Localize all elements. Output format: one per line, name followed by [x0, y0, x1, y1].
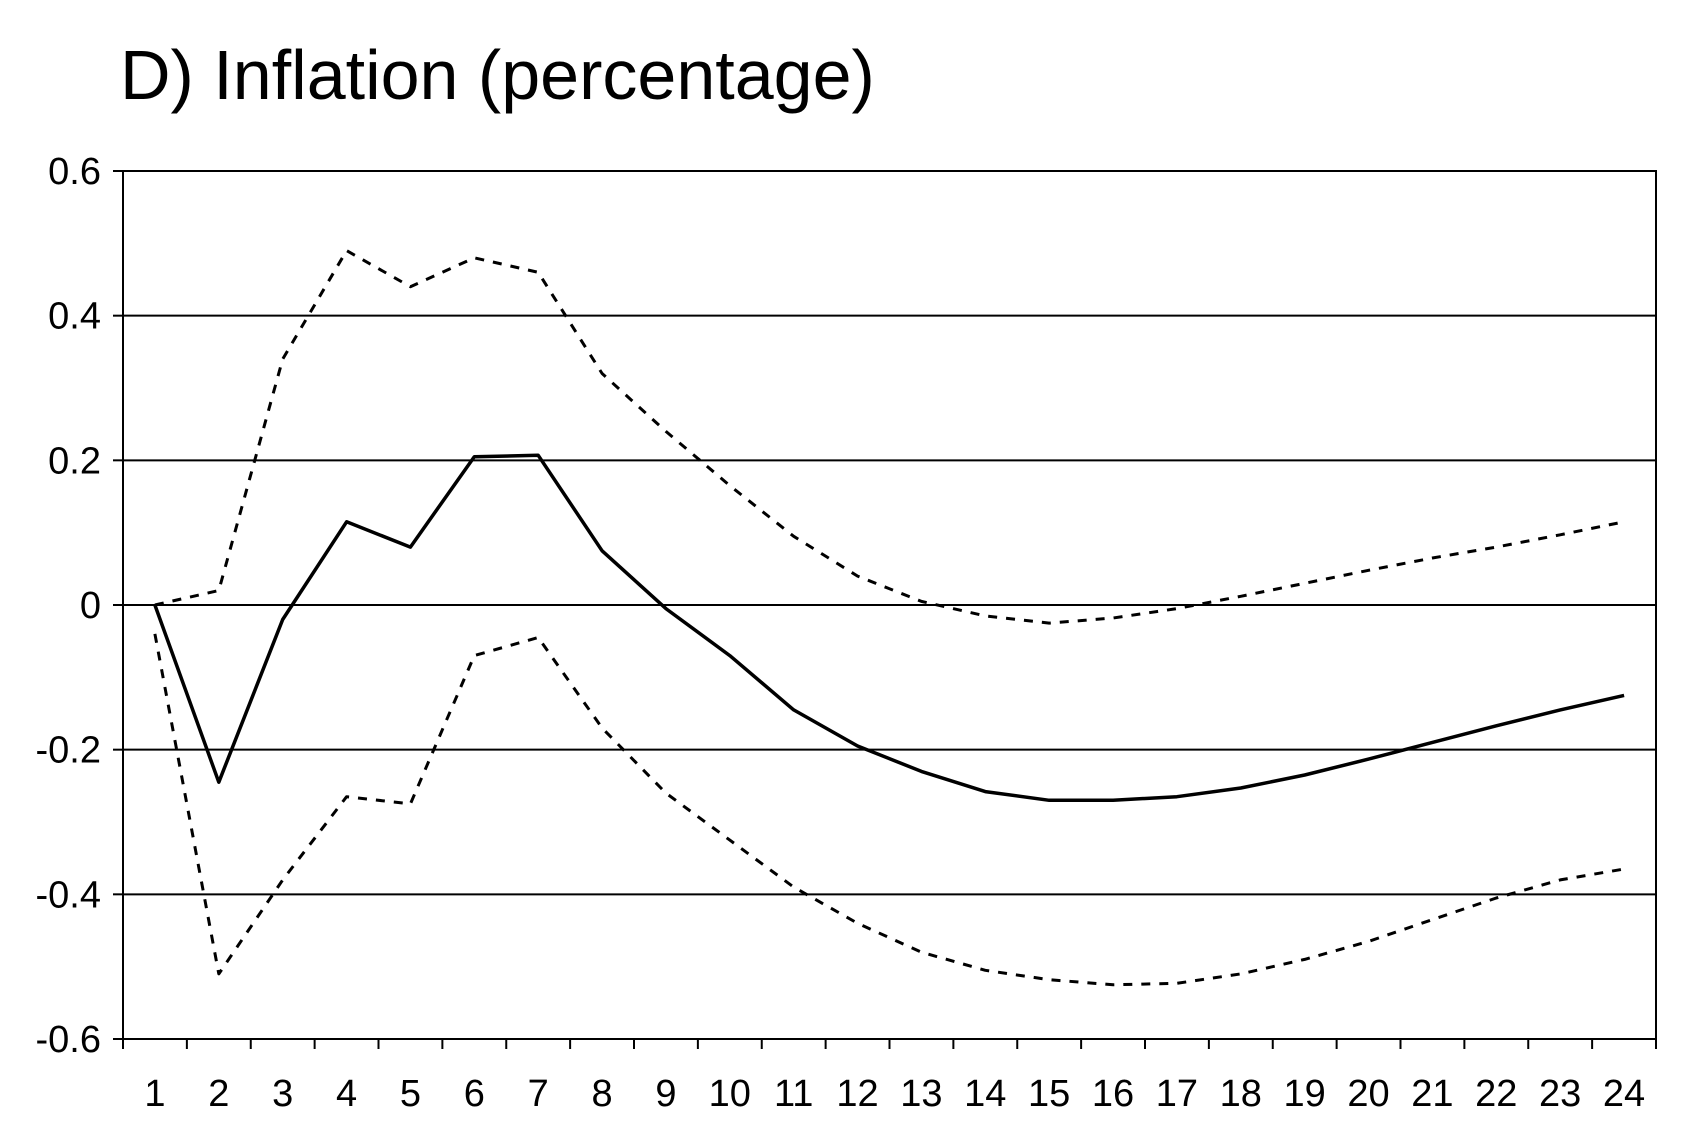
x-tick-label-12: 13 [900, 1073, 942, 1115]
x-tick-label-3: 4 [336, 1073, 357, 1115]
y-tick-label-3: 0 [80, 585, 101, 627]
series-line-0 [153, 453, 1625, 803]
y-tick-label-2: -0.2 [36, 730, 101, 772]
x-tick-label-19: 20 [1347, 1073, 1389, 1115]
y-tick-label-1: -0.4 [36, 874, 101, 916]
x-tick-label-23: 24 [1603, 1073, 1645, 1115]
x-tick-label-2: 3 [272, 1073, 293, 1115]
x-tick-label-11: 12 [836, 1073, 878, 1115]
series-line-2 [153, 633, 1625, 987]
y-tick-label-0: -0.6 [36, 1019, 101, 1061]
x-tick-label-17: 18 [1220, 1073, 1262, 1115]
x-tick-label-6: 7 [528, 1073, 549, 1115]
series-line-1 [154, 249, 1625, 625]
x-tick-label-10: 11 [774, 1073, 813, 1115]
y-tick-label-5: 0.4 [48, 296, 101, 338]
x-tick-label-18: 19 [1284, 1073, 1326, 1115]
x-tick-label-13: 14 [964, 1073, 1006, 1115]
x-tick-label-1: 2 [208, 1073, 229, 1115]
x-tick-label-20: 21 [1411, 1073, 1453, 1115]
x-tick-label-21: 22 [1475, 1073, 1517, 1115]
x-tick-label-15: 16 [1092, 1073, 1134, 1115]
y-tick-label-4: 0.2 [48, 440, 101, 482]
series-lines [153, 249, 1625, 987]
x-tick-label-16: 17 [1156, 1073, 1198, 1115]
x-tick-label-22: 23 [1539, 1073, 1581, 1115]
chart-title: D) Inflation (percentage) [120, 36, 875, 114]
axes [113, 170, 1657, 1049]
x-tick-label-14: 15 [1028, 1073, 1070, 1115]
x-tick-label-8: 9 [655, 1073, 676, 1115]
x-tick-label-5: 6 [464, 1073, 485, 1115]
x-tick-label-4: 5 [400, 1073, 421, 1115]
x-tick-label-9: 10 [709, 1073, 751, 1115]
y-tick-label-6: 0.6 [48, 151, 101, 193]
x-tick-label-7: 8 [591, 1073, 612, 1115]
gridlines [123, 314, 1656, 896]
tick-labels: -0.6-0.4-0.200.20.40.61 2 3 4 5 6 7 8 9 10 11 12 13 1… [36, 151, 1646, 1115]
x-tick-label-0: 1 [144, 1073, 165, 1115]
